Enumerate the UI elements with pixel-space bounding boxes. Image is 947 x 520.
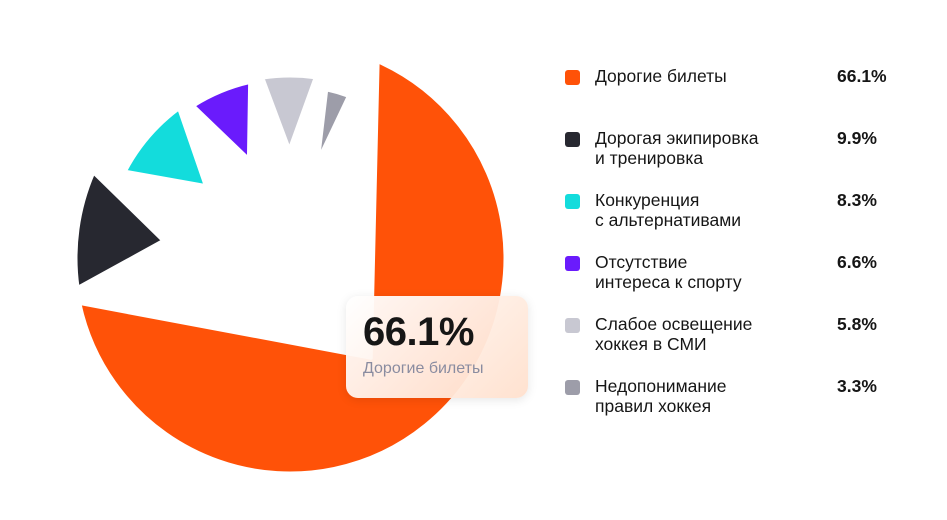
legend-label: Дорогие билеты — [595, 66, 727, 86]
legend-label: Конкуренция с альтернативами — [595, 190, 742, 230]
legend-item[interactable]: Слабое освещение хоккея в СМИ 5.8% — [565, 314, 905, 376]
legend-item[interactable]: Дорогие билеты 66.1% — [565, 66, 905, 128]
pie-slice[interactable] — [261, 74, 317, 151]
legend: Дорогие билеты 66.1% Дорогая экипировка и… — [565, 66, 905, 438]
legend-label: Недопонимание правил хоккея — [595, 376, 727, 416]
tooltip-value: 66.1% — [363, 310, 474, 354]
legend-value: 6.6% — [837, 252, 877, 272]
legend-swatch — [565, 194, 580, 209]
pie-slice[interactable] — [317, 88, 350, 161]
tooltip-label: Дорогие билеты — [363, 360, 484, 377]
legend-item[interactable]: Дорогая экипировка и тренировка 9.9% — [565, 128, 905, 190]
legend-label: Дорогая экипировка и тренировка — [595, 128, 759, 168]
legend-item[interactable]: Недопонимание правил хоккея 3.3% — [565, 376, 905, 438]
legend-swatch — [565, 132, 580, 147]
legend-value: 5.8% — [837, 314, 877, 334]
legend-value: 3.3% — [837, 376, 877, 396]
legend-swatch — [565, 380, 580, 395]
legend-value: 66.1% — [837, 66, 887, 86]
pie-slice[interactable] — [192, 81, 252, 160]
legend-value: 9.9% — [837, 128, 877, 148]
legend-swatch — [565, 70, 580, 85]
legend-item[interactable]: Отсутствие интереса к спорту 6.6% — [565, 252, 905, 314]
pie-slice[interactable] — [74, 171, 165, 289]
pie-slice[interactable] — [123, 107, 207, 187]
legend-value: 8.3% — [837, 190, 877, 210]
legend-swatch — [565, 256, 580, 271]
legend-label: Слабое освещение хоккея в СМИ — [595, 314, 753, 354]
legend-swatch — [565, 318, 580, 333]
slice-tooltip: 66.1% Дорогие билеты — [346, 296, 528, 398]
legend-item[interactable]: Конкуренция с альтернативами 8.3% — [565, 190, 905, 252]
pie-chart — [74, 60, 507, 475]
legend-label: Отсутствие интереса к спорту — [595, 252, 742, 292]
